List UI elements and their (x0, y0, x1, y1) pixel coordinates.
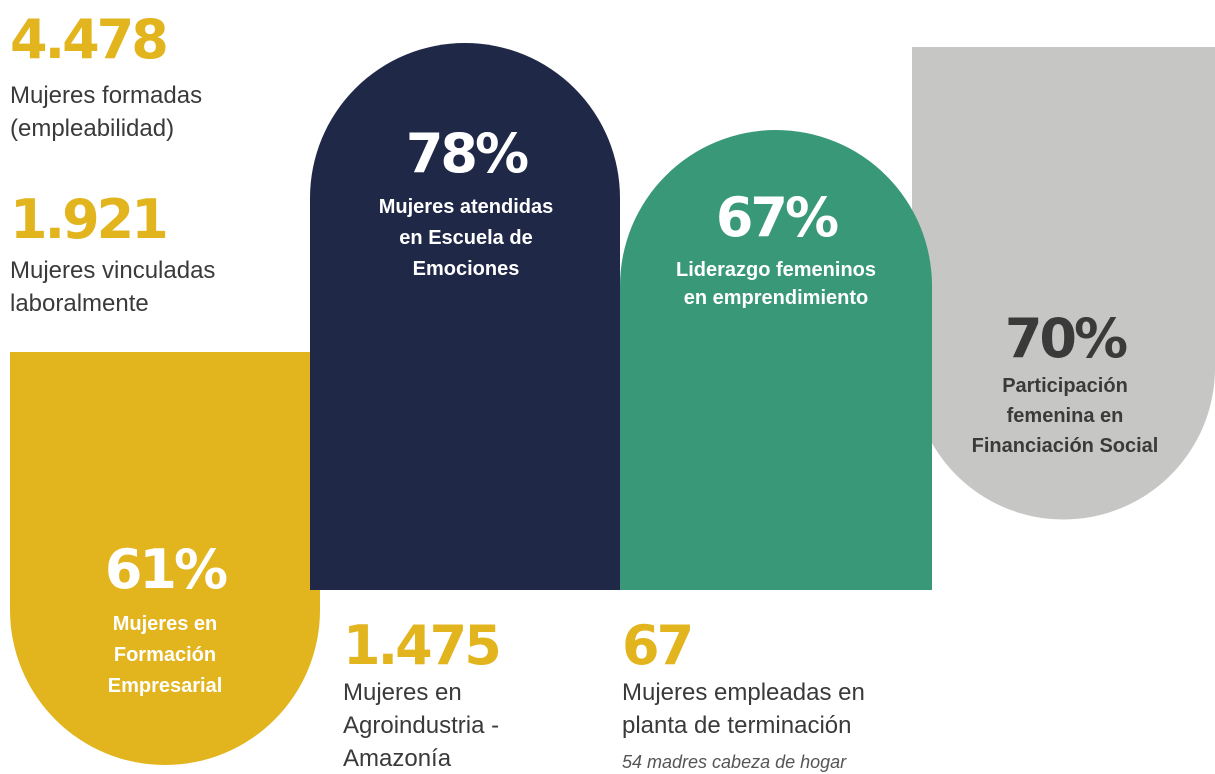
stat-value: 70% (1005, 307, 1127, 370)
stat-value: 1.921 (10, 188, 166, 251)
stat-label: Mujeres empleadas en (622, 679, 865, 706)
gray-shape (912, 47, 1215, 520)
stat-label: Formación (114, 644, 216, 666)
stat-value: 78% (406, 122, 528, 185)
stat-label: Liderazgo femeninos (676, 259, 876, 281)
stat-label: Emociones (413, 258, 520, 280)
stat-label: Mujeres formadas (10, 82, 202, 109)
stat-label: planta de terminación (622, 712, 851, 739)
yellow-shape (10, 352, 320, 765)
stat-label: Amazonía (343, 745, 452, 772)
stat-label: Participación (1002, 375, 1128, 397)
stat-label: Mujeres atendidas (379, 196, 554, 218)
stat-value: 67% (716, 186, 838, 249)
stat-label: Mujeres en (343, 679, 462, 706)
stat-label: Financiación Social (972, 435, 1159, 457)
stat-value: 4.478 (10, 8, 166, 71)
stat-label: en Escuela de (399, 227, 532, 249)
navy-arch (310, 43, 620, 590)
stat-value: 1.475 (343, 614, 499, 677)
stat-value: 67 (622, 614, 691, 677)
stat-label: en emprendimiento (684, 287, 868, 309)
stat-label: femenina en (1007, 405, 1124, 427)
stat-label: Mujeres en (113, 613, 217, 635)
stat-label: Empresarial (108, 675, 223, 697)
stat-value: 61% (105, 538, 227, 601)
stat-label: Mujeres vinculadas (10, 257, 215, 284)
stat-label: laboralmente (10, 290, 149, 317)
stat-label: (empleabilidad) (10, 115, 174, 142)
green-arch (620, 130, 932, 590)
stat-note: 54 madres cabeza de hogar (622, 752, 847, 772)
stat-label: Agroindustria - (343, 712, 499, 739)
